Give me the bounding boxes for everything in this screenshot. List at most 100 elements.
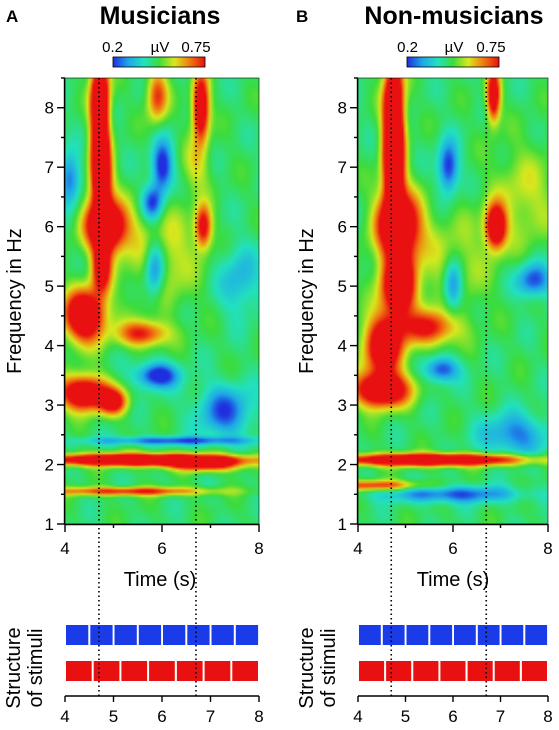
panel-non-musicians: B Non-musicians 0.2 µV 0.75 1 2 3 4 5 6 7 8 4 6 8… bbox=[296, 2, 553, 726]
heatmap-image bbox=[65, 78, 259, 524]
x-axis-label: Time (s) bbox=[417, 569, 490, 591]
stimuli-label: Structure of stimuli bbox=[296, 627, 340, 708]
y-tick-label: 4 bbox=[45, 337, 54, 356]
stimulus-block-blue bbox=[430, 625, 453, 645]
stimuli-x-tick-label: 4 bbox=[60, 707, 69, 726]
x-axis: 4 6 8 bbox=[60, 523, 264, 558]
colorbar: 0.2 µV 0.75 bbox=[102, 39, 211, 68]
colorbar-unit-label: µV bbox=[445, 39, 464, 56]
stimulus-block-red bbox=[93, 661, 120, 681]
heatmap-image bbox=[358, 78, 548, 524]
stimulus-block-red bbox=[232, 661, 258, 681]
y-tick-label: 8 bbox=[45, 99, 54, 118]
panel-title: Non-musicians bbox=[364, 2, 543, 30]
stimulus-block-blue bbox=[477, 625, 500, 645]
y-axis-label: Frequency in Hz bbox=[296, 228, 318, 374]
stimuli-label-line1: Structure bbox=[296, 627, 318, 708]
stimulus-block-red bbox=[121, 661, 148, 681]
y-tick-label: 8 bbox=[338, 99, 347, 118]
stimuli-x-axis: 4 5 6 7 8 bbox=[60, 695, 264, 726]
x-tick-label: 8 bbox=[254, 539, 263, 558]
stimulus-block-red bbox=[359, 661, 385, 681]
x-axis-label: Time (s) bbox=[124, 569, 197, 591]
x-tick-label: 6 bbox=[157, 539, 166, 558]
stimulus-block-blue bbox=[66, 625, 89, 645]
y-tick-label: 2 bbox=[45, 456, 54, 475]
y-axis: 1 2 3 4 5 6 7 8 bbox=[338, 77, 359, 534]
stimuli-structure bbox=[66, 625, 259, 681]
colorbar-gradient bbox=[406, 56, 500, 68]
y-tick-label: 3 bbox=[45, 396, 54, 415]
stimulus-block-red bbox=[521, 661, 547, 681]
stimulus-block-red bbox=[440, 661, 466, 681]
stimulus-block-blue bbox=[187, 625, 210, 645]
stimuli-x-tick-label: 6 bbox=[448, 707, 457, 726]
stimuli-x-tick-label: 6 bbox=[157, 707, 166, 726]
stimuli-x-tick-label: 7 bbox=[206, 707, 215, 726]
stimulus-block-red bbox=[149, 661, 175, 681]
y-tick-label: 6 bbox=[45, 218, 54, 237]
y-tick-label: 7 bbox=[338, 158, 347, 177]
stimuli-label-line1: Structure bbox=[3, 627, 25, 708]
stimuli-label-line2: of stimuli bbox=[318, 629, 340, 708]
y-tick-label: 6 bbox=[338, 218, 347, 237]
stimuli-label: Structure of stimuli bbox=[3, 627, 47, 708]
stimulus-block-blue bbox=[454, 625, 476, 645]
stimuli-x-tick-label: 5 bbox=[109, 707, 118, 726]
stimulus-block-blue bbox=[382, 625, 405, 645]
stimulus-block-red bbox=[413, 661, 439, 681]
panel-letter: A bbox=[6, 7, 18, 26]
stimuli-x-axis: 4 5 6 7 8 bbox=[353, 695, 553, 726]
y-tick-label: 5 bbox=[338, 277, 347, 296]
panel-title: Musicians bbox=[100, 2, 221, 30]
stimuli-x-tick-label: 5 bbox=[401, 707, 410, 726]
stimuli-x-tick-label: 4 bbox=[353, 707, 362, 726]
heatmap-non-musicians bbox=[358, 78, 548, 524]
x-tick-label: 4 bbox=[353, 539, 362, 558]
colorbar: 0.2 µV 0.75 bbox=[397, 39, 506, 68]
stimuli-structure bbox=[359, 625, 548, 681]
x-tick-label: 8 bbox=[543, 539, 552, 558]
stimulus-block-red bbox=[386, 661, 412, 681]
stimulus-block-red bbox=[467, 661, 493, 681]
x-axis: 4 6 8 bbox=[353, 523, 553, 558]
stimulus-block-red bbox=[176, 661, 203, 681]
colorbar-gradient bbox=[112, 56, 206, 68]
stimuli-x-tick-label: 8 bbox=[543, 707, 552, 726]
colorbar-max-label: 0.75 bbox=[181, 39, 210, 56]
y-axis-label: Frequency in Hz bbox=[4, 228, 26, 374]
stimulus-block-blue bbox=[211, 625, 234, 645]
y-tick-label: 3 bbox=[338, 396, 347, 415]
stimuli-label-line2: of stimuli bbox=[25, 629, 47, 708]
panel-musicians: A Musicians 0.2 µV 0.75 1 2 3 4 5 6 7 8 4 6 8 Fre… bbox=[3, 2, 264, 726]
stimulus-block-blue bbox=[359, 625, 381, 645]
stimulus-block-red bbox=[494, 661, 520, 681]
stimulus-block-blue bbox=[525, 625, 548, 645]
stimulus-block-blue bbox=[235, 625, 259, 645]
stimulus-block-red bbox=[204, 661, 231, 681]
stimulus-block-blue bbox=[114, 625, 137, 645]
heatmap-musicians bbox=[65, 78, 259, 524]
y-tick-label: 2 bbox=[338, 456, 347, 475]
colorbar-max-label: 0.75 bbox=[476, 39, 505, 56]
colorbar-min-label: 0.2 bbox=[397, 39, 418, 56]
stimuli-x-tick-label: 7 bbox=[496, 707, 505, 726]
stimulus-block-blue bbox=[138, 625, 162, 645]
x-tick-label: 6 bbox=[448, 539, 457, 558]
stimulus-block-blue bbox=[163, 625, 186, 645]
y-tick-label: 4 bbox=[338, 337, 347, 356]
stimuli-x-tick-label: 8 bbox=[254, 707, 263, 726]
y-tick-label: 1 bbox=[45, 515, 54, 534]
colorbar-unit-label: µV bbox=[151, 39, 170, 56]
stimulus-block-blue bbox=[501, 625, 524, 645]
stimulus-block-blue bbox=[90, 625, 113, 645]
stimulus-block-red bbox=[66, 661, 92, 681]
y-tick-label: 5 bbox=[45, 277, 54, 296]
y-tick-label: 7 bbox=[45, 158, 54, 177]
panel-letter: B bbox=[296, 7, 308, 26]
colorbar-min-label: 0.2 bbox=[102, 39, 123, 56]
y-tick-label: 1 bbox=[338, 515, 347, 534]
stimulus-block-blue bbox=[406, 625, 429, 645]
x-tick-label: 4 bbox=[60, 539, 69, 558]
